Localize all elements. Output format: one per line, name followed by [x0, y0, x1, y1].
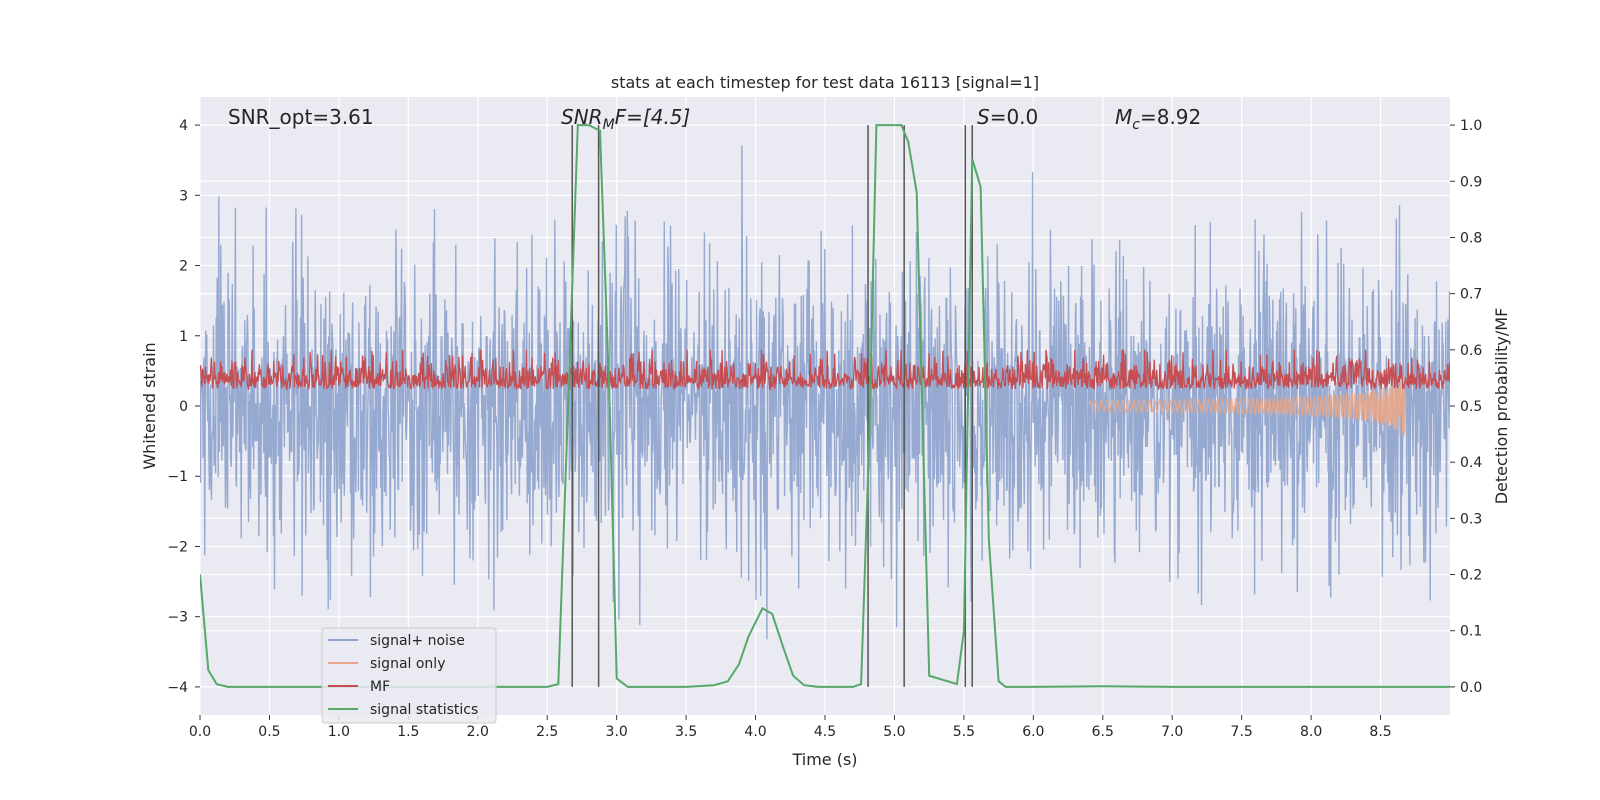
x-tick-label: 4.0 [744, 724, 766, 740]
y-tick-label-right: 0.3 [1460, 511, 1482, 527]
legend-label-signal-noise: signal+ noise [370, 633, 465, 649]
x-tick-label: 2.5 [536, 724, 558, 740]
y-tick-label-right: 0.4 [1460, 455, 1482, 471]
y-tick-label-right: 0.8 [1460, 230, 1482, 246]
y-tick-label-left: −2 [167, 539, 188, 555]
x-tick-label: 7.0 [1161, 724, 1183, 740]
legend-box [321, 627, 497, 724]
x-tick-label: 3.0 [606, 724, 628, 740]
x-tick-label: 8.5 [1369, 724, 1391, 740]
y-tick-label-right: 0.9 [1460, 174, 1482, 190]
y-tick-label-left: −3 [167, 610, 188, 626]
series-signal-only [1088, 374, 1407, 438]
annotation-s: S=0.0 [977, 105, 1038, 129]
x-tick-label: 1.0 [328, 724, 350, 740]
y-tick-label-left: 4 [179, 118, 188, 134]
chart-title: stats at each timestep for test data 161… [611, 73, 1039, 92]
y-tick-label-right: 0.0 [1460, 680, 1482, 696]
x-tick-label: 0.0 [189, 724, 211, 740]
y-tick-label-right: 1.0 [1460, 118, 1482, 134]
x-tick-label: 5.0 [883, 724, 905, 740]
legend: signal+ noise signal only MF signal stat… [321, 627, 497, 724]
x-tick-label: 3.5 [675, 724, 697, 740]
annotation-snr-mf: SNRMF=[4.5] [561, 105, 690, 133]
series-signal-statistics [200, 124, 1450, 688]
y-tick-label-left: 3 [179, 188, 188, 204]
y-tick-label-left: 0 [179, 399, 188, 415]
x-tick-label: 8.0 [1300, 724, 1322, 740]
annotation-mc: Mc=8.92 [1115, 105, 1201, 133]
y-tick-label-right: 0.7 [1460, 287, 1482, 303]
y-tick-label-left: 2 [179, 259, 188, 275]
x-tick-label: 7.5 [1231, 724, 1253, 740]
annotation-snr-opt: SNR_opt=3.61 [228, 105, 374, 129]
legend-label-mf: MF [370, 679, 390, 695]
x-axis-label: Time (s) [791, 750, 857, 769]
x-tick-label: 0.5 [258, 724, 280, 740]
legend-label-signal-only: signal only [370, 656, 445, 672]
x-tick-label: 1.5 [397, 724, 419, 740]
x-tick-label: 6.5 [1092, 724, 1114, 740]
y-tick-label-left: −1 [167, 469, 188, 485]
y-axis-label-left: Whitened strain [140, 342, 159, 469]
y-tick-label-right: 0.2 [1460, 568, 1482, 584]
y-tick-label-right: 0.6 [1460, 343, 1482, 359]
axes: 0.0 0.5 1.0 1.5 2.0 2.5 3.0 3.5 4.0 4.5 5.0 5.5 6.0 6… [167, 118, 1482, 740]
legend-label-signal-statistics: signal statistics [370, 702, 478, 718]
plot-area [200, 124, 1450, 688]
y-tick-label-right: 0.5 [1460, 399, 1482, 415]
series-mf [200, 349, 1450, 392]
y-axis-label-right: Detection probability/MF [1492, 308, 1511, 505]
x-tick-label: 6.0 [1022, 724, 1044, 740]
y-tick-label-right: 0.1 [1460, 624, 1482, 640]
x-tick-label: 4.5 [814, 724, 836, 740]
x-tick-label: 2.0 [467, 724, 489, 740]
y-tick-label-left: −4 [167, 680, 188, 696]
y-tick-label-left: 1 [179, 329, 188, 345]
series-signal-noise [200, 145, 1450, 640]
x-tick-label: 5.5 [953, 724, 975, 740]
